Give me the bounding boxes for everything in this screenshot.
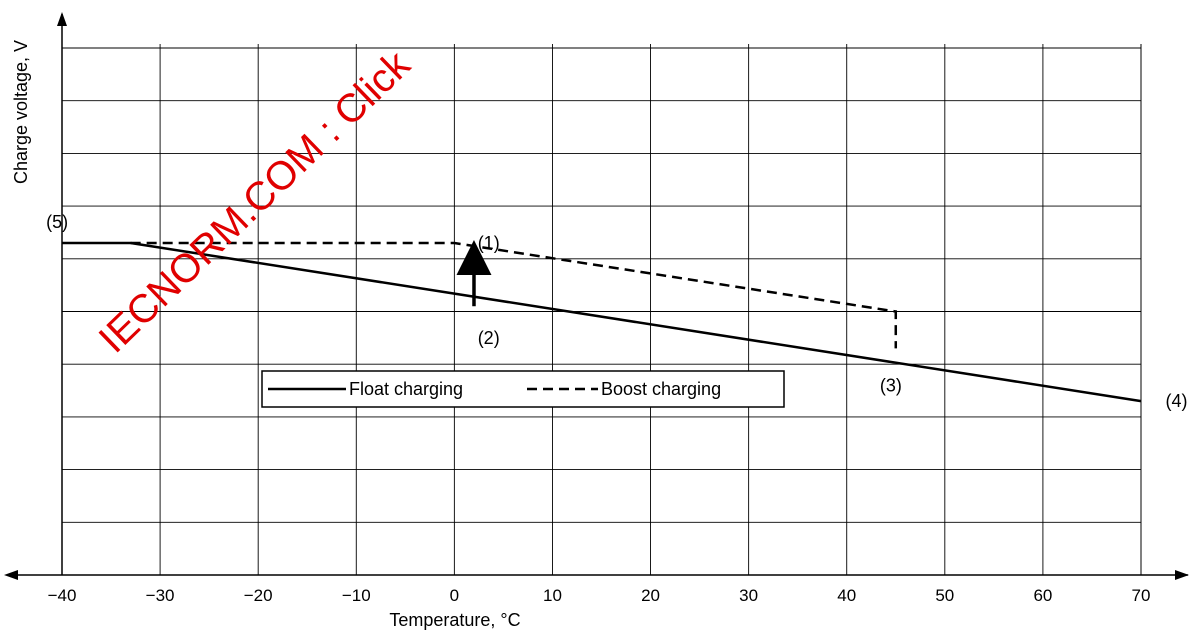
legend-boost-label: Boost charging	[601, 379, 721, 399]
x-tick-label: 70	[1132, 586, 1151, 605]
x-axis-arrow-right	[1175, 570, 1189, 580]
y-axis-label: Charge voltage, V	[11, 40, 31, 184]
callout-label: (2)	[478, 328, 500, 348]
x-axis-arrow-left	[4, 570, 18, 580]
series-line-boost-charging	[130, 241, 898, 349]
legend-float-label: Float charging	[349, 379, 463, 399]
axes	[4, 12, 1189, 580]
x-tick-label: 20	[641, 586, 660, 605]
legend: Float charging Boost charging	[261, 370, 785, 408]
callout-label: (5)	[46, 212, 68, 232]
x-tick-label: 40	[837, 586, 856, 605]
x-tick-label: 50	[935, 586, 954, 605]
x-tick-label: −10	[342, 586, 371, 605]
x-tick-label: 10	[543, 586, 562, 605]
x-tick-labels: −40 −30 −20 −10 0 10 20 30 40 50 60 70	[48, 586, 1151, 605]
series-group	[62, 240, 1142, 403]
x-tick-label: −20	[244, 586, 273, 605]
callout-label: (4)	[1166, 391, 1188, 411]
x-tick-label: 0	[450, 586, 459, 605]
grid	[61, 44, 1142, 575]
callout-label: (3)	[880, 375, 902, 395]
x-tick-label: 60	[1033, 586, 1052, 605]
annotations: (1) (2) (3) (4) (5)	[46, 212, 1187, 411]
legend-box	[261, 370, 785, 408]
x-axis-label: Temperature, °C	[389, 610, 520, 630]
y-axis-arrow	[57, 12, 67, 26]
x-tick-label: −40	[48, 586, 77, 605]
callout-label: (1)	[478, 233, 500, 253]
watermark: IECNORM.COM : Click	[91, 42, 420, 361]
x-tick-label: 30	[739, 586, 758, 605]
x-tick-label: −30	[146, 586, 175, 605]
